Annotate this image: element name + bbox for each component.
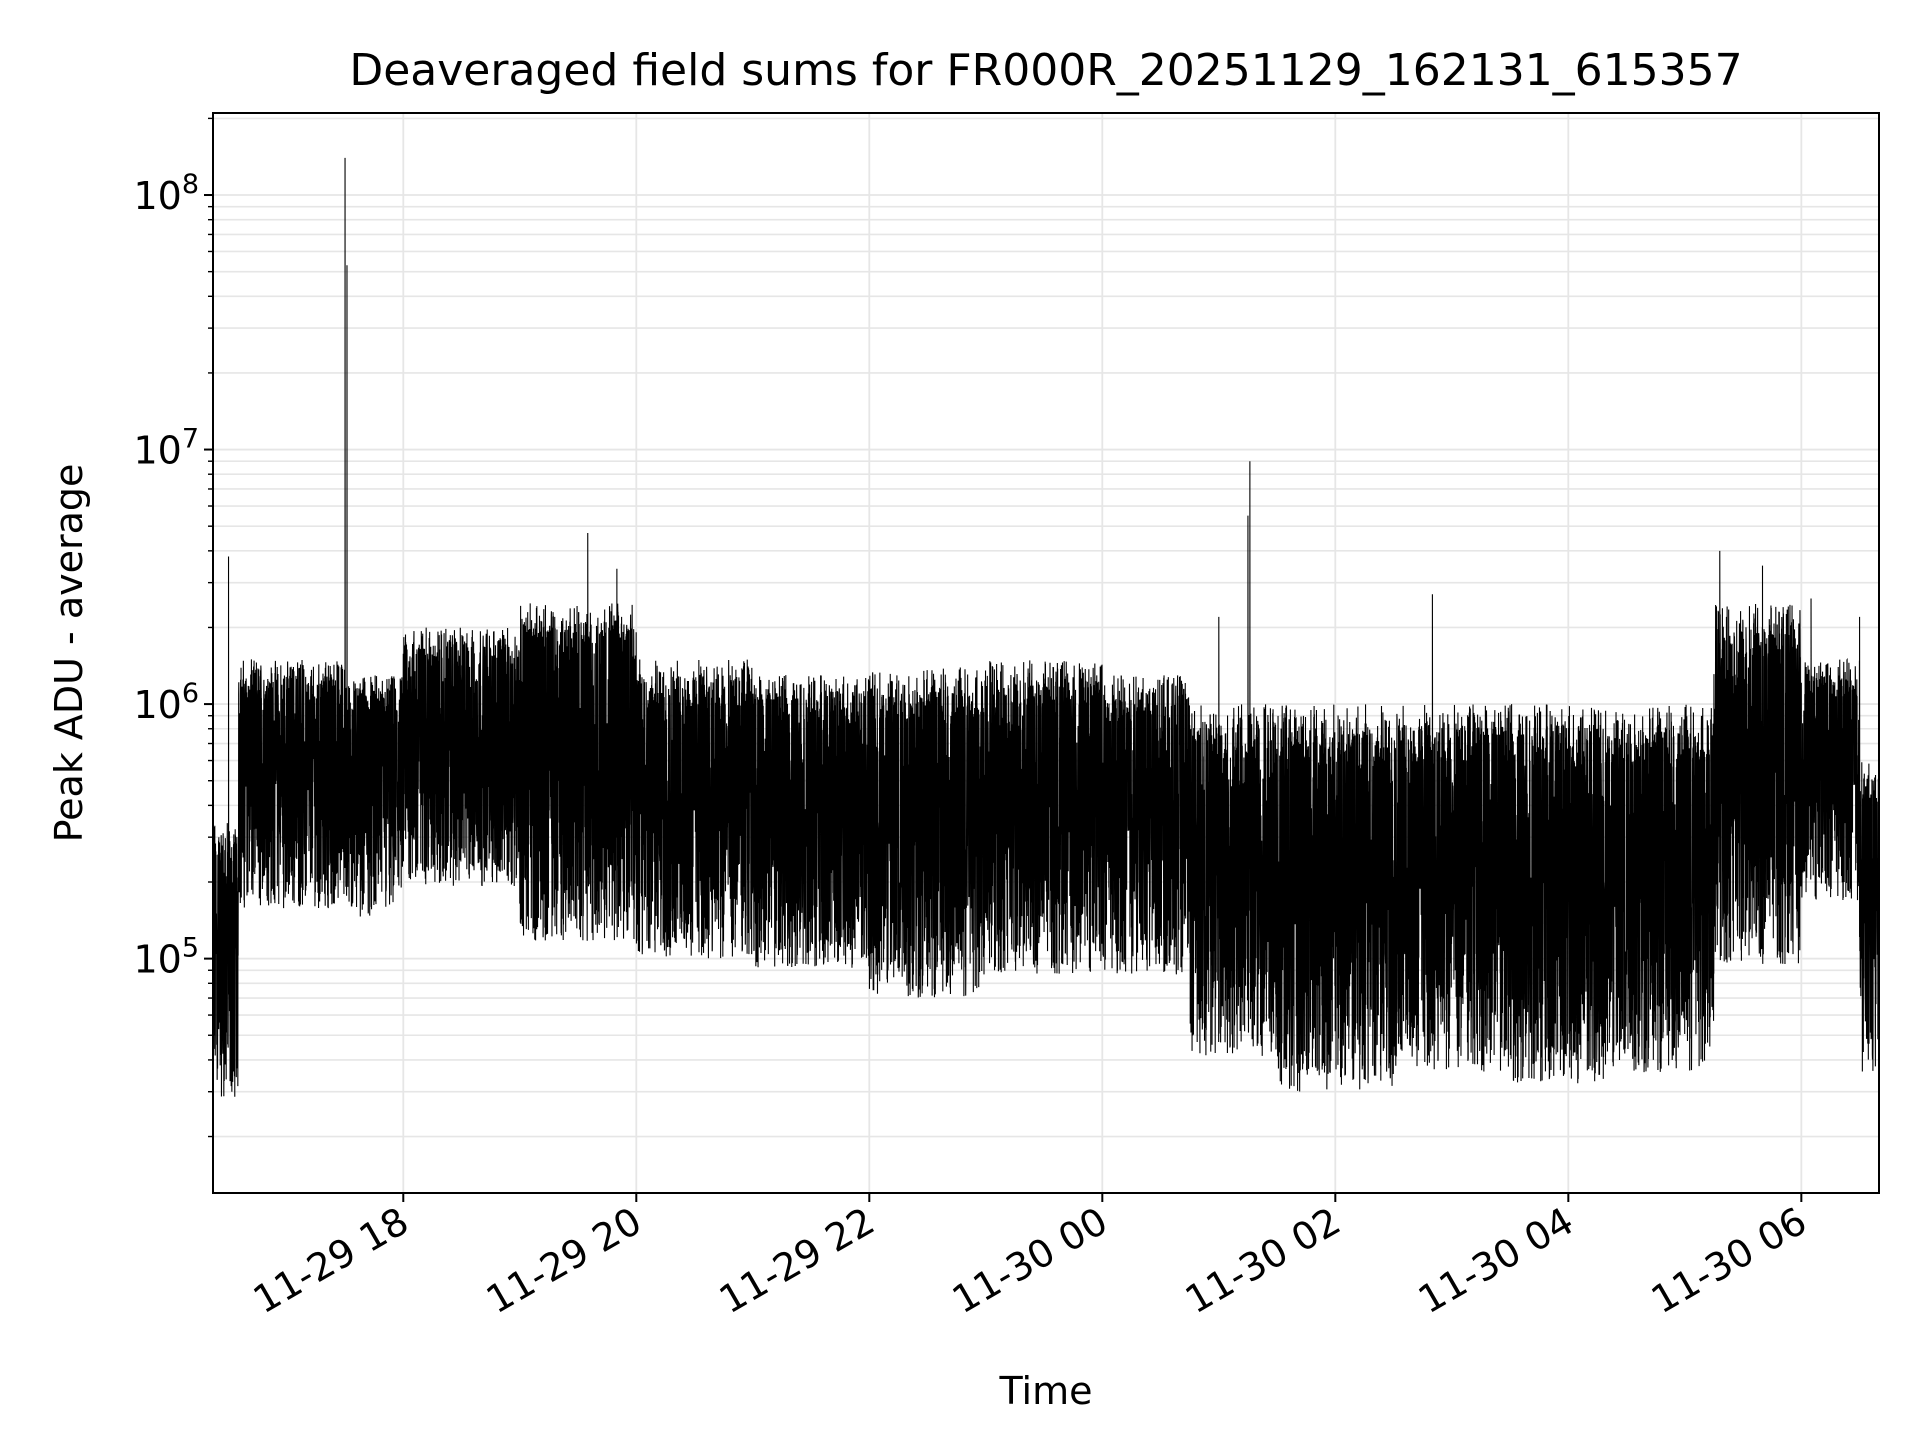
- series-line: [213, 157, 1879, 1097]
- x-axis-label: Time: [999, 1369, 1093, 1413]
- x-tick-label: 11-30 04: [1411, 1199, 1581, 1323]
- y-tick-label: 106: [133, 678, 199, 727]
- y-axis-label: Peak ADU - average: [47, 464, 91, 843]
- x-tick-label: 11-30 00: [945, 1199, 1115, 1323]
- y-tick-label: 107: [133, 424, 199, 473]
- x-tick-label: 11-29 22: [712, 1199, 882, 1323]
- y-tick-label: 108: [133, 169, 199, 218]
- plot-frame: [212, 112, 1880, 1194]
- x-tick-label: 11-30 02: [1178, 1199, 1348, 1323]
- y-axis: 105 106 107 108: [133, 117, 213, 1138]
- x-tick-label: 11-29 18: [246, 1199, 416, 1323]
- x-axis: 11-29 18 11-29 20 11-29 22 11-30 00 11-30 02…: [246, 1193, 1814, 1322]
- x-tick-label: 11-30 06: [1644, 1199, 1814, 1323]
- chart-title: Deaveraged field sums for FR000R_2025112…: [349, 45, 1742, 96]
- y-tick-label: 105: [133, 933, 199, 982]
- plot-area: [213, 157, 1879, 1097]
- x-tick-label: 11-29 20: [479, 1199, 649, 1323]
